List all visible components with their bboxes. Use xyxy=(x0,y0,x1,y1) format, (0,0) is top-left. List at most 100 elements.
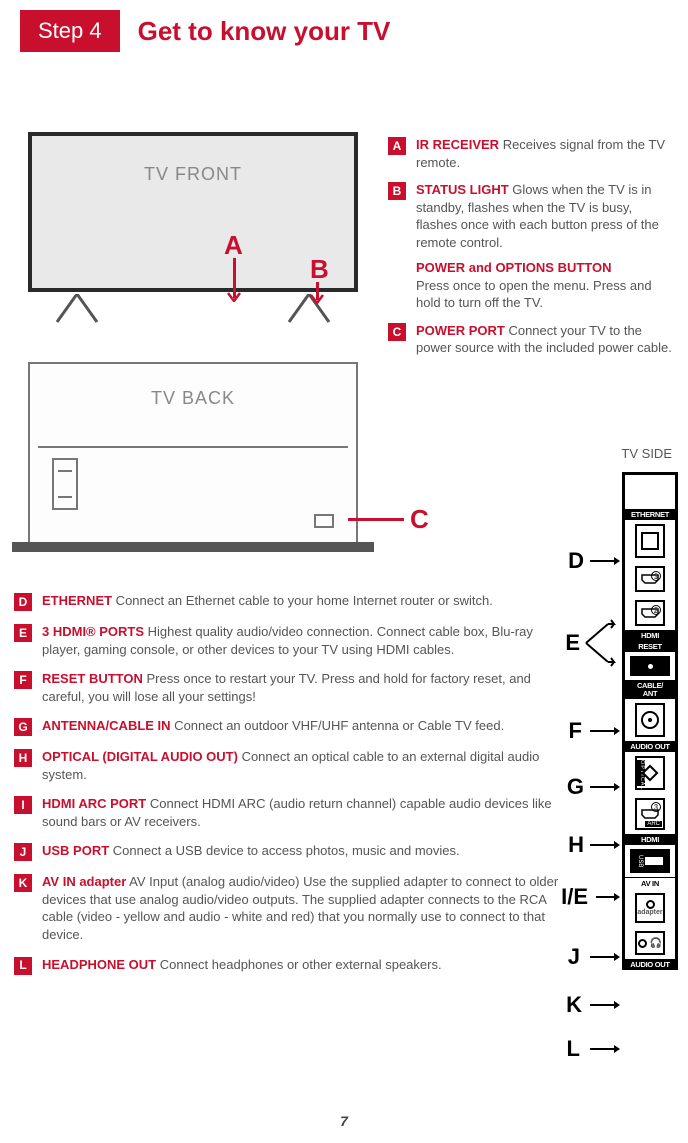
title-b2: POWER and OPTIONS BUTTON xyxy=(416,259,676,277)
arc-label: ARC xyxy=(645,821,662,827)
key-e: E xyxy=(14,624,32,642)
title-e: 3 HDMI® PORTS xyxy=(42,624,144,639)
port-label-audioout-2: AUDIO OUT xyxy=(625,959,675,970)
title-h: OPTICAL (DIGITAL AUDIO OUT) xyxy=(42,749,238,764)
marker-c: C xyxy=(410,504,429,535)
text-b2: Press once to open the menu. Press and h… xyxy=(416,278,652,311)
port-label-hdmi-2: HDMI xyxy=(625,834,675,845)
desc-h: HOPTICAL (DIGITAL AUDIO OUT) Connect an … xyxy=(14,748,574,783)
side-arrow-f xyxy=(590,730,618,732)
desc-e: E3 HDMI® PORTS Highest quality audio/vid… xyxy=(14,623,574,658)
tv-back-slot xyxy=(52,458,78,510)
key-i: I xyxy=(14,796,32,814)
side-letter-e: E xyxy=(565,630,580,656)
adapter-label: adapter xyxy=(637,909,662,916)
page-number: 7 xyxy=(0,1113,688,1129)
desc-top-block: A IR RECEIVER Receives signal from the T… xyxy=(388,136,676,367)
key-b: B xyxy=(388,182,406,200)
port-reset xyxy=(630,656,670,676)
tv-back-power-port xyxy=(314,514,334,528)
port-optical: OPTICAL xyxy=(635,756,665,790)
side-arrow-h xyxy=(590,844,618,846)
text-d: Connect an Ethernet cable to your home I… xyxy=(112,593,493,608)
title-a: IR RECEIVER xyxy=(416,137,499,152)
key-j: J xyxy=(14,843,32,861)
desc-f: FRESET BUTTON Press once to restart your… xyxy=(14,670,574,705)
key-k: K xyxy=(14,874,32,892)
side-arrow-ie xyxy=(596,896,618,898)
key-g: G xyxy=(14,718,32,736)
step-header: Step 4 Get to know your TV xyxy=(20,10,688,52)
side-letter-j: J xyxy=(568,944,580,970)
key-d: D xyxy=(14,593,32,611)
tv-back-inner xyxy=(38,446,348,528)
title-b1: STATUS LIGHT xyxy=(416,182,509,197)
text-l: Connect headphones or other external spe… xyxy=(156,957,441,972)
port-cable xyxy=(635,703,665,737)
port-hdmi-3-arc: 3 ARC xyxy=(635,798,665,830)
title-c: POWER PORT xyxy=(416,323,505,338)
title-j: USB PORT xyxy=(42,843,109,858)
tv-front-diagram: TV FRONT A B xyxy=(28,132,358,322)
side-arrow-d xyxy=(590,560,618,562)
tv-front-label: TV FRONT xyxy=(144,164,242,185)
marker-c-line xyxy=(348,518,404,521)
side-letter-h: H xyxy=(568,832,584,858)
port-hdmi-2: 2 xyxy=(635,600,665,626)
tv-side-panel: ETHERNET 1 2 HDMI RESET CABLE/ ANT AUDIO… xyxy=(622,472,678,970)
text-g: Connect an outdoor VHF/UHF antenna or Ca… xyxy=(171,718,505,733)
side-arrow-g xyxy=(590,786,618,788)
side-letter-ie: I/E xyxy=(561,884,588,910)
port-headphone: 🎧 xyxy=(635,931,665,955)
desc-d: D ETHERNET Connect an Ethernet cable to y… xyxy=(14,592,574,611)
side-arrow-e xyxy=(584,618,620,668)
side-arrow-j xyxy=(590,956,618,958)
tv-back-base xyxy=(12,542,374,552)
desc-g: G ANTENNA/CABLE IN Connect an outdoor VHF… xyxy=(14,717,574,736)
port-label-cable: CABLE/ ANT xyxy=(625,680,675,699)
title-f: RESET BUTTON xyxy=(42,671,143,686)
title-l: HEADPHONE OUT xyxy=(42,957,156,972)
desc-a: A IR RECEIVER Receives signal from the T… xyxy=(388,136,676,171)
side-letter-f: F xyxy=(569,718,582,744)
title-i: HDMI ARC PORT xyxy=(42,796,146,811)
key-f: F xyxy=(14,671,32,689)
page-title: Get to know your TV xyxy=(138,16,391,47)
title-g: ANTENNA/CABLE IN xyxy=(42,718,171,733)
side-letter-k: K xyxy=(566,992,582,1018)
desc-bottom-block: D ETHERNET Connect an Ethernet cable to y… xyxy=(14,592,574,987)
marker-a-arrow xyxy=(227,292,241,302)
key-a: A xyxy=(388,137,406,155)
hp-jack xyxy=(638,939,647,948)
hdmi-num-1: 1 xyxy=(651,571,661,581)
hdmi-num-2: 2 xyxy=(651,605,661,615)
side-arrow-l xyxy=(590,1048,618,1050)
side-arrow-k xyxy=(590,1004,618,1006)
title-d: ETHERNET xyxy=(42,593,112,608)
title-k: AV IN adapter xyxy=(42,874,126,889)
port-label-ethernet: ETHERNET xyxy=(625,509,675,520)
desc-b: B STATUS LIGHT Glows when the TV is in s… xyxy=(388,181,676,312)
tv-back-label: TV BACK xyxy=(30,388,356,409)
step-number-box: Step 4 xyxy=(20,10,120,52)
desc-l: L HEADPHONE OUT Connect headphones or oth… xyxy=(14,956,574,975)
tv-side-label: TV SIDE xyxy=(621,446,672,461)
side-letter-l: L xyxy=(567,1036,580,1062)
headphone-icon: 🎧 xyxy=(650,938,662,949)
side-letter-d: D xyxy=(568,548,584,574)
tv-front-legs xyxy=(28,288,358,324)
key-h: H xyxy=(14,749,32,767)
usb-label: USB xyxy=(637,855,645,867)
key-l: L xyxy=(14,957,32,975)
desc-c: C POWER PORT Connect your TV to the powe… xyxy=(388,322,676,357)
desc-k: KAV IN adapter AV Input (analog audio/vi… xyxy=(14,873,574,943)
marker-b-arrow xyxy=(310,294,324,304)
port-usb: USB xyxy=(630,849,670,873)
port-avin: adapter xyxy=(635,893,665,923)
optical-vert-label: OPTICAL xyxy=(636,760,645,786)
port-hdmi-1: 1 xyxy=(635,566,665,592)
port-ethernet xyxy=(635,524,665,558)
tv-back-diagram: TV BACK xyxy=(28,362,358,552)
port-label-audioout-1: AUDIO OUT xyxy=(625,741,675,752)
marker-a: A xyxy=(224,230,243,261)
